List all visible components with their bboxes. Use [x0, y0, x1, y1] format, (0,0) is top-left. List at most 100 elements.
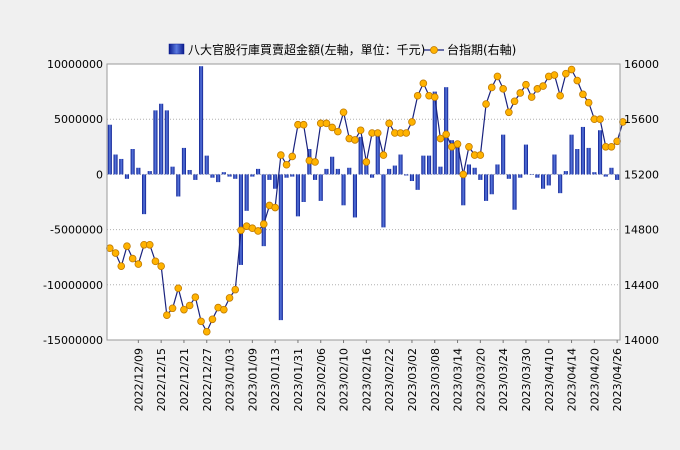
bar	[216, 174, 221, 183]
line-point	[168, 304, 177, 313]
bar	[483, 174, 489, 201]
bar	[255, 168, 261, 175]
line-point	[573, 76, 582, 85]
line-point	[619, 118, 627, 126]
line-point	[220, 305, 228, 314]
bar	[358, 136, 363, 175]
bar	[227, 174, 232, 177]
bar	[569, 134, 574, 175]
bar	[273, 174, 278, 189]
bar	[529, 174, 534, 175]
x-tick-label: 2023/03/14	[452, 348, 465, 411]
bar	[432, 91, 437, 175]
bar	[124, 174, 130, 179]
bar	[136, 167, 141, 175]
bar	[244, 174, 249, 211]
line-point	[231, 285, 240, 294]
bar	[489, 174, 494, 195]
line-point	[402, 129, 411, 137]
line-point	[453, 140, 462, 148]
line-point	[282, 160, 291, 169]
right-tick-label: 15600	[624, 113, 659, 126]
line-point	[174, 284, 183, 293]
line-point	[163, 311, 171, 319]
bar	[278, 174, 283, 321]
line-point	[613, 137, 621, 146]
bar	[546, 174, 551, 186]
right-tick-label: 15200	[624, 168, 659, 181]
bar	[141, 174, 147, 215]
bar	[438, 166, 443, 175]
legend-line-marker	[430, 46, 438, 54]
line-point	[459, 170, 468, 179]
x-tick-label: 2022/12/27	[201, 348, 214, 411]
x-tick-label: 2023/03/30	[520, 348, 533, 411]
line-point	[288, 152, 297, 161]
x-tick-label: 2023/03/24	[497, 348, 510, 411]
right-tick-label: 14000	[624, 334, 659, 347]
x-tick-label: 2023/02/06	[315, 348, 328, 411]
line-point	[505, 108, 513, 117]
bar	[552, 154, 557, 175]
bar	[147, 171, 152, 175]
bar	[455, 146, 460, 175]
x-tick-label: 2023/02/10	[338, 348, 351, 411]
line-point	[351, 136, 359, 144]
line-point	[185, 301, 194, 310]
left-axis: 10000000 5000000 0 -5000000 -10000000 -150000…	[43, 58, 103, 347]
line-point	[584, 98, 593, 107]
bar	[261, 174, 266, 247]
right-tick-label: 16000	[624, 58, 659, 71]
bar	[347, 167, 352, 175]
bar	[535, 174, 540, 178]
line-point	[476, 151, 485, 159]
bar	[318, 174, 323, 201]
x-tick-label: 2023/01/31	[292, 348, 305, 411]
bar	[375, 133, 380, 175]
line-point	[225, 294, 234, 302]
bar	[580, 126, 586, 175]
line-point	[419, 79, 428, 88]
bar	[609, 167, 614, 175]
bar	[233, 174, 238, 179]
bar	[603, 174, 608, 177]
line-point	[322, 119, 331, 128]
line-point	[339, 108, 348, 117]
bar	[210, 174, 215, 178]
x-tick-label: 2023/01/09	[246, 348, 259, 411]
right-axis: 16000 15600 15200 14800 14400 14000	[624, 58, 659, 347]
bar	[415, 174, 420, 190]
line-point	[334, 127, 342, 136]
line-point	[516, 89, 525, 97]
bar	[466, 164, 472, 175]
line-point	[259, 220, 268, 228]
bar	[198, 66, 204, 175]
bar	[170, 166, 175, 175]
bar	[381, 174, 386, 228]
x-axis: 2022/12/09 2022/12/15 2022/12/21 2022/12/27…	[132, 340, 624, 411]
line-point	[562, 69, 570, 78]
bar	[506, 174, 511, 179]
bar	[586, 147, 591, 175]
bar	[540, 174, 546, 189]
bar	[153, 110, 158, 175]
line-point	[254, 227, 262, 235]
bar	[284, 174, 289, 178]
bar	[187, 169, 192, 175]
bar	[364, 163, 369, 175]
bar	[369, 174, 375, 178]
x-tick-label: 2022/12/21	[178, 348, 191, 411]
bar	[164, 110, 169, 175]
bar	[558, 174, 563, 194]
bar	[472, 167, 477, 175]
bar	[597, 130, 603, 175]
left-tick-label: -10000000	[43, 279, 103, 292]
line-point	[328, 123, 336, 132]
line-point	[134, 260, 143, 268]
line-point	[191, 293, 200, 302]
line-point	[550, 71, 559, 79]
line-point	[579, 90, 587, 99]
line-point	[499, 85, 507, 93]
line-point	[237, 226, 245, 235]
